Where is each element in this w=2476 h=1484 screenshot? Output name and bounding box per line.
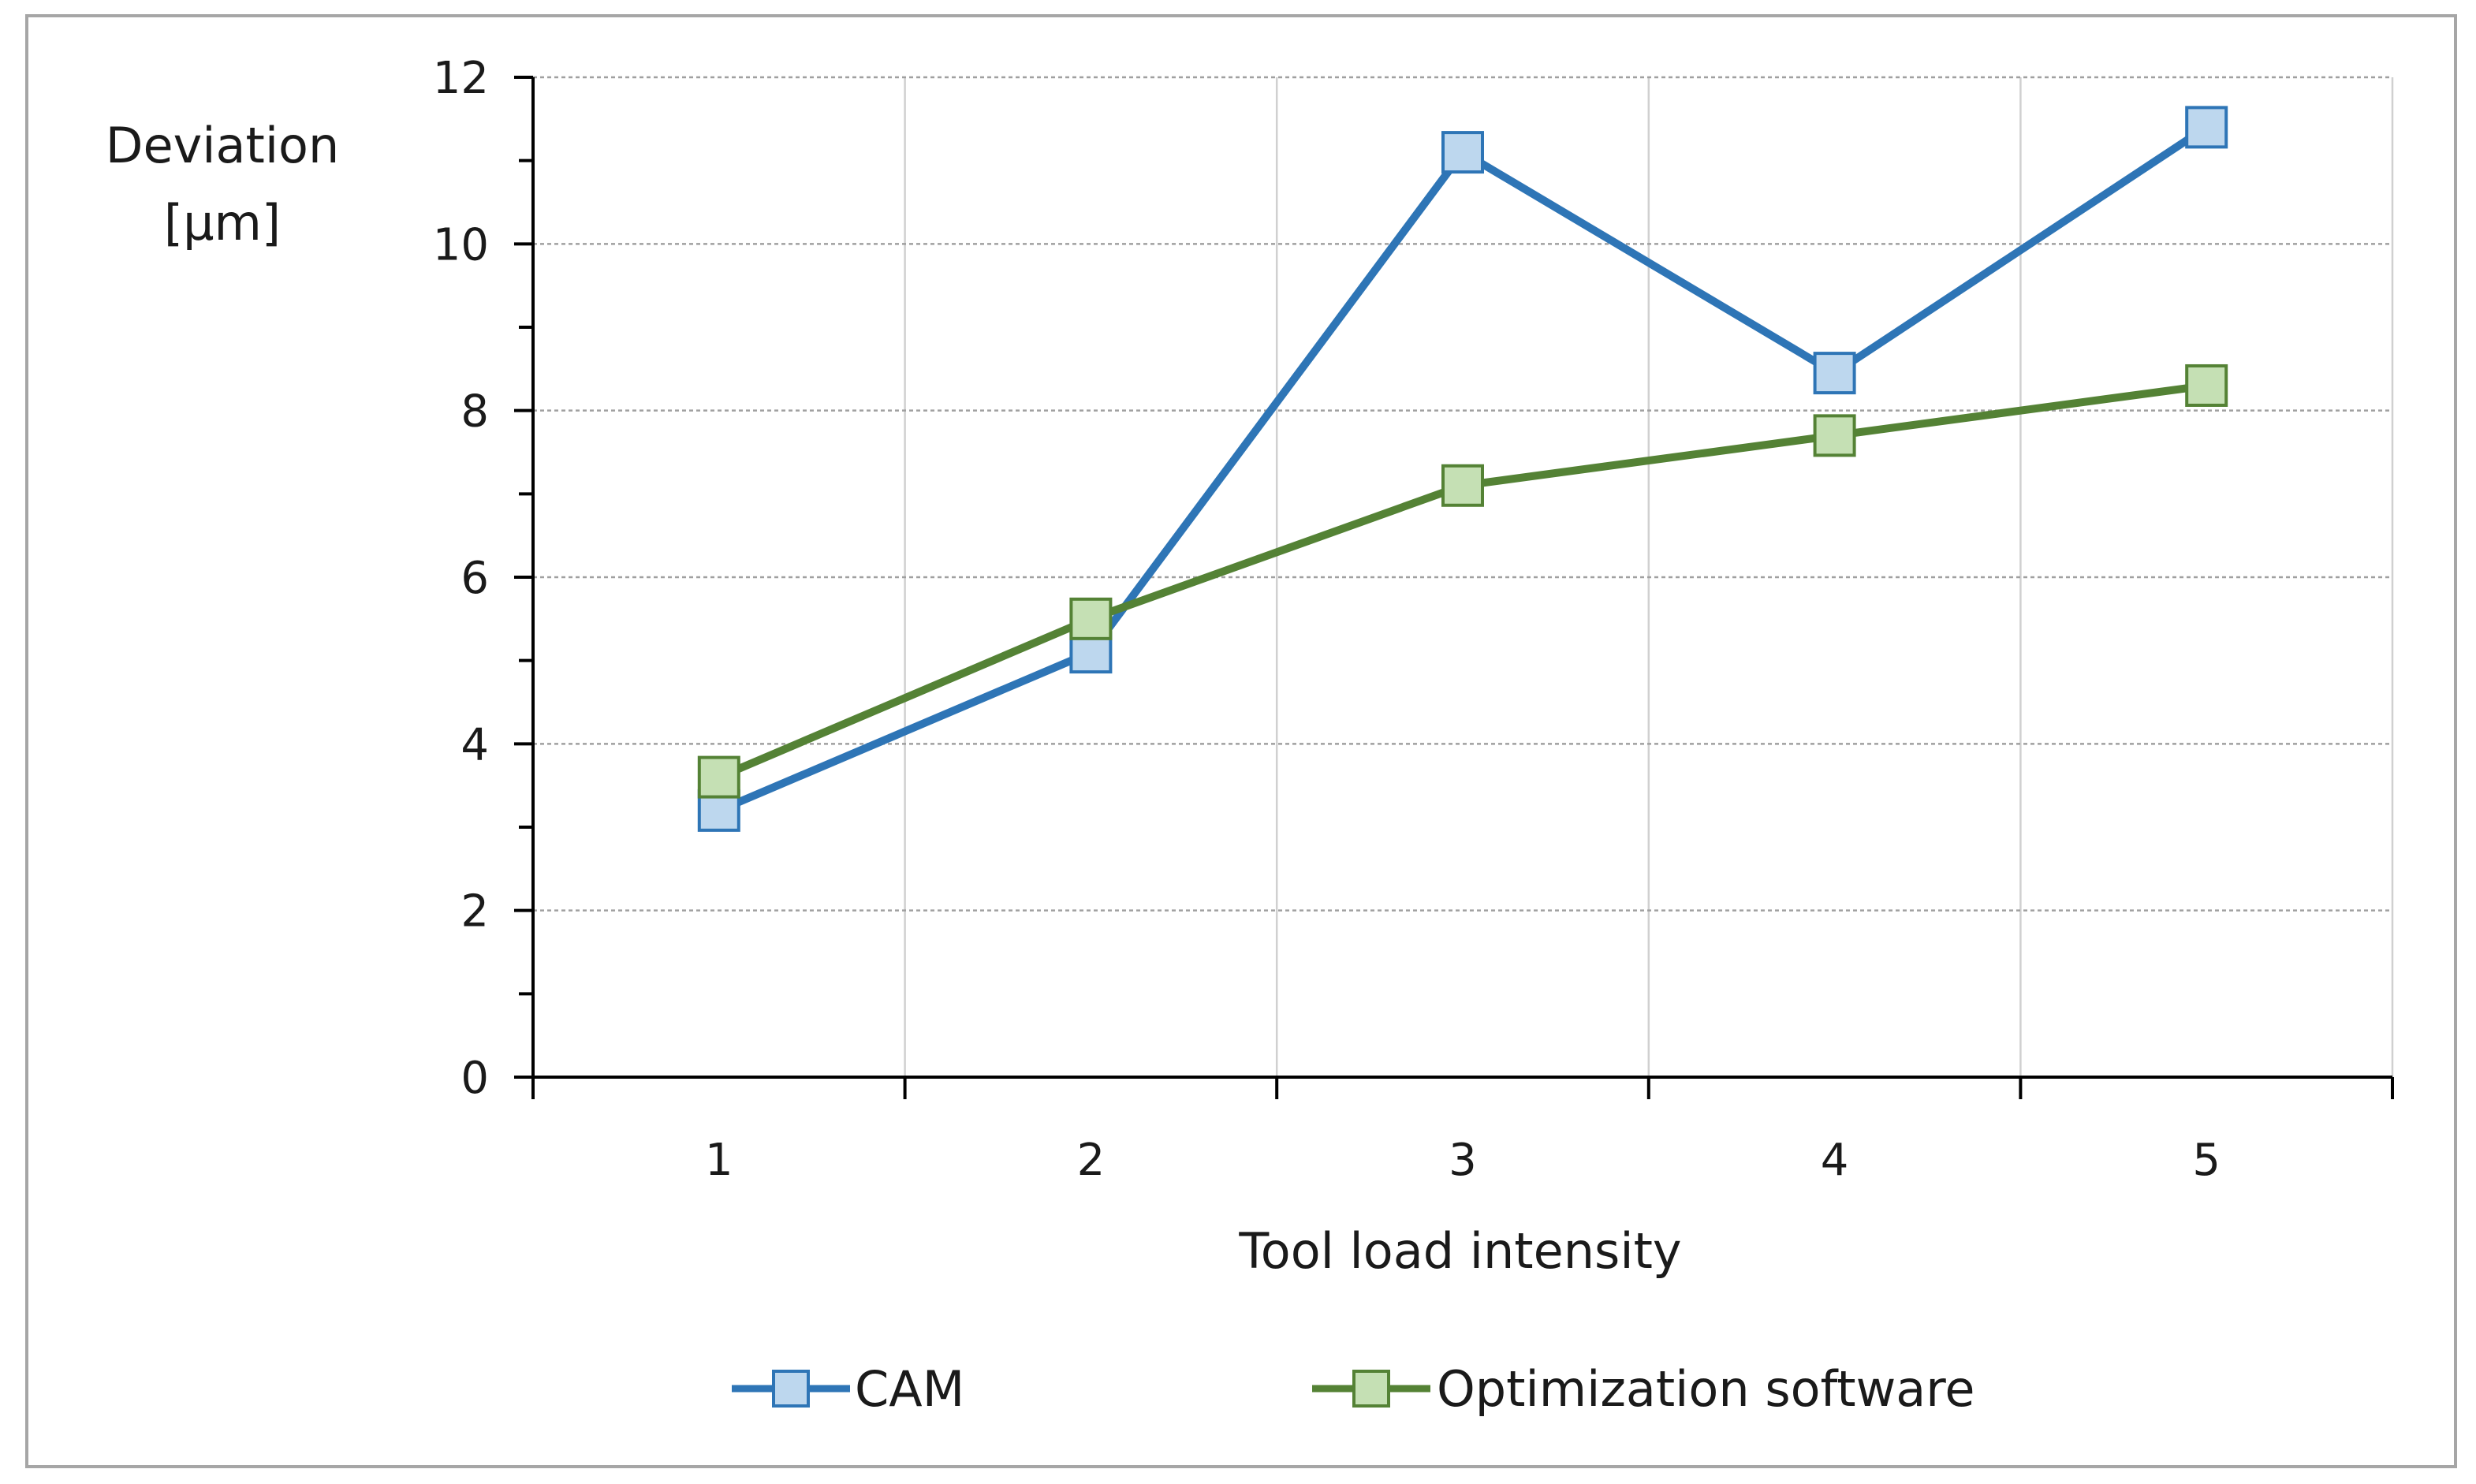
y-axis-title: Deviation [µm] xyxy=(106,117,340,252)
legend: CAM Optimization software xyxy=(732,1360,1975,1418)
data-point-marker xyxy=(1813,352,1856,395)
y-tick-label: 8 xyxy=(461,386,489,438)
x-tick-label: 4 xyxy=(1821,1135,1849,1186)
data-point-marker xyxy=(1069,597,1113,640)
legend-cam-label: CAM xyxy=(855,1360,964,1418)
data-point-marker xyxy=(1441,464,1484,507)
y-tick-label: 6 xyxy=(461,553,489,604)
legend-item-cam: CAM xyxy=(732,1360,964,1418)
legend-cam-marker xyxy=(772,1370,810,1408)
series-layer xyxy=(697,106,2228,832)
y-tick-label: 10 xyxy=(433,219,489,270)
grid-layer xyxy=(533,76,2394,1077)
data-point-marker xyxy=(697,755,740,799)
x-axis-title: Tool load intensity xyxy=(1238,1222,1681,1280)
series-optimization-software xyxy=(697,364,2228,799)
y-tick-label: 2 xyxy=(461,886,489,938)
x-tick-label: 3 xyxy=(1449,1135,1477,1186)
x-tick-label: 1 xyxy=(705,1135,733,1186)
x-tick-label: 5 xyxy=(2192,1135,2221,1186)
data-point-marker xyxy=(2185,364,2228,407)
data-point-marker xyxy=(1441,131,1484,174)
data-point-marker xyxy=(2185,106,2228,149)
chart-frame xyxy=(25,14,2457,1468)
y-tick-label: 0 xyxy=(461,1053,489,1104)
legend-optimization-marker xyxy=(1352,1370,1390,1408)
data-point-marker xyxy=(1813,414,1856,457)
y-axis-title-line-2: [µm] xyxy=(164,194,281,252)
y-tick-label: 12 xyxy=(433,53,489,104)
y-tick-label: 4 xyxy=(461,719,489,770)
y-axis-title-line-1: Deviation xyxy=(106,117,340,174)
legend-optimization-label: Optimization software xyxy=(1437,1360,1975,1418)
legend-item-optimization-software: Optimization software xyxy=(1312,1360,1975,1418)
x-tick-label: 2 xyxy=(1077,1135,1106,1186)
